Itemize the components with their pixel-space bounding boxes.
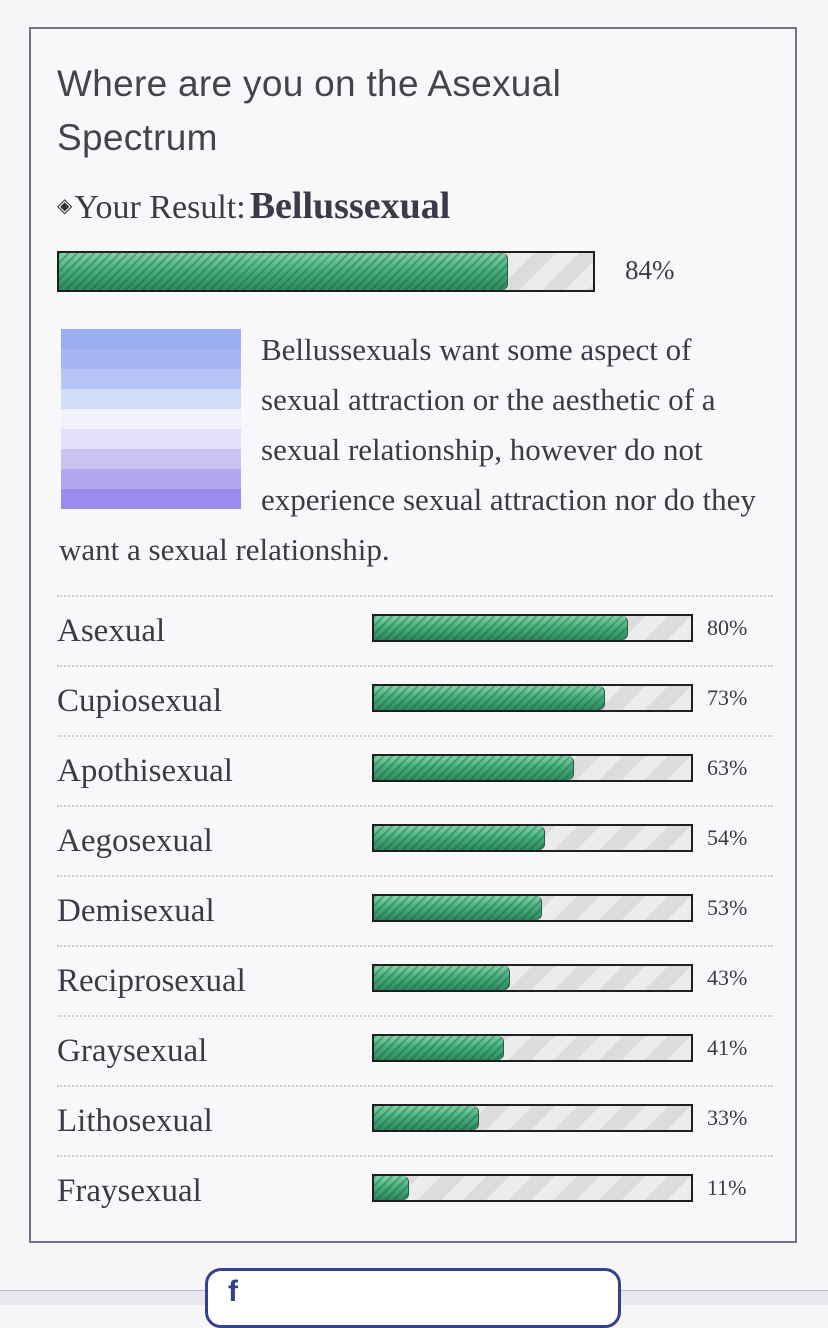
result-description: Bellussexuals want some aspect of sexual… [59,325,769,575]
result-row-bar [372,824,693,852]
result-row-label: Graysexual [57,1033,208,1069]
flag-stripe [61,469,241,489]
row-separator [57,665,773,667]
diamond-bullet-icon: ◈ [57,193,73,217]
result-row-percent: 80% [707,615,748,640]
result-row-bar-fill [374,1036,504,1060]
row-separator [57,875,773,877]
result-row-percent: 63% [707,755,748,780]
result-row-bar [372,964,693,992]
result-prefix: Your Result: [74,189,246,226]
result-row-percent: 11% [707,1175,747,1200]
result-row-percent: 33% [707,1105,748,1130]
result-description-text: Bellussexuals want some aspect of sexual… [59,332,756,567]
result-row-bar-fill [374,756,574,780]
result-row-percent: 73% [707,685,748,710]
row-separator [57,735,773,737]
result-name: Bellussexual [249,185,451,227]
result-row-bar-fill [374,686,606,710]
flag-stripe [61,409,241,429]
quiz-title: Where are you on the Asexual Spectrum [57,63,562,158]
result-row-label: Reciprosexual [57,963,246,999]
row-separator [57,1155,773,1157]
row-separator [57,805,773,807]
result-row-bar [372,1104,693,1132]
result-row-label: Aegosexual [57,823,213,859]
main-result-percent: 84% [625,255,675,285]
result-row-percent: 41% [707,1035,748,1060]
flag-stripe [61,449,241,469]
result-row-bar [372,754,693,782]
flag-stripe [61,429,241,449]
result-row-label: Cupiosexual [57,683,222,719]
result-row-bar [372,684,693,712]
result-row-bar [372,894,693,922]
flag-stripe [61,329,241,349]
facebook-icon: f [228,1275,238,1308]
flag-stripe [61,349,241,369]
flag-stripe [61,389,241,409]
result-row-bar-fill [374,1106,479,1130]
result-row-label: Demisexual [57,893,215,929]
main-result-bar [57,251,595,292]
result-row-bar [372,614,693,642]
result-row-percent: 54% [707,825,748,850]
result-row-label: Asexual [57,613,166,649]
result-row-bar-fill [374,1176,409,1200]
result-row-label: Apothisexual [57,753,233,789]
result-row-bar-fill [374,616,628,640]
result-row-label: Fraysexual [57,1173,202,1209]
result-row-bar-fill [374,966,511,990]
result-row-bar-fill [374,896,542,920]
flag-stripe [61,369,241,389]
flag-stripe [61,489,241,509]
row-separator [57,945,773,947]
facebook-share-button[interactable]: f [205,1268,621,1328]
result-row-bar-fill [374,826,546,850]
bellussexual-flag-image [61,329,241,509]
result-row-label: Lithosexual [57,1103,213,1139]
row-separator [57,1085,773,1087]
row-separator [57,595,773,597]
main-result-bar-fill [59,253,508,290]
result-row-percent: 53% [707,895,748,920]
your-result-line: ◈Your Result: Bellussexual [57,181,450,232]
result-row-percent: 43% [707,965,748,990]
result-row-bar [372,1174,693,1202]
row-separator [57,1015,773,1017]
quiz-result-card: Where are you on the Asexual Spectrum ◈Y… [29,27,797,1243]
result-row-bar [372,1034,693,1062]
